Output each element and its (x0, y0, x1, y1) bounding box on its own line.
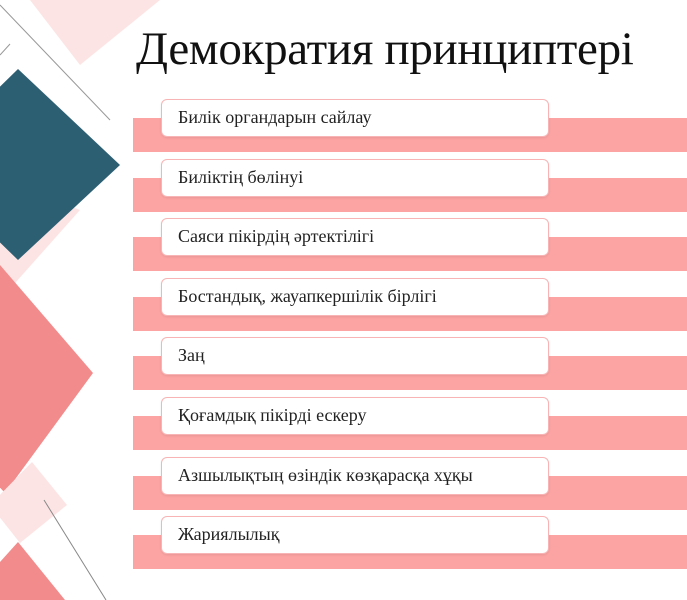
list-item: Қоғамдық пікірді ескеру (161, 397, 549, 435)
divider-line (0, 43, 11, 56)
list-item: Саяси пікірдің әртектілігі (161, 218, 549, 257)
list-item: Заң (161, 337, 549, 376)
teal-diamond (0, 69, 120, 260)
divider-line (0, 4, 111, 121)
divider-line (43, 499, 107, 600)
list-item: Бостандық, жауапкершілік бірлігі (161, 277, 549, 316)
list-item: Биліктің бөлінуі (161, 158, 549, 197)
list-item-label: Бостандық, жауапкершілік бірлігі (178, 285, 437, 306)
list-item-label: Биліктің бөлінуі (178, 166, 304, 187)
list-item-label: Заң (178, 345, 205, 366)
list-item: Жариялылық (161, 516, 549, 555)
list-item-label: Қоғамдық пікірді ескеру (178, 405, 367, 425)
pink-triangle (0, 542, 65, 600)
list-item-label: Саяси пікірдің әртектілігі (178, 226, 375, 247)
light-pink-shape (0, 462, 67, 543)
pink-diamond (0, 265, 93, 493)
slide-title: Демократия принциптері (136, 23, 634, 75)
list-item-label: Азшылықтың өзіндік көзқарасқа хұқы (178, 464, 473, 485)
list-item-label: Билік органдарын сайлау (178, 107, 372, 127)
list-item: Азшылықтың өзіндік көзқарасқа хұқы (161, 456, 549, 495)
list-item: Билік органдарын сайлау (161, 99, 549, 137)
list-item-label: Жариялылық (178, 524, 280, 545)
light-pink-shape (30, 0, 160, 65)
